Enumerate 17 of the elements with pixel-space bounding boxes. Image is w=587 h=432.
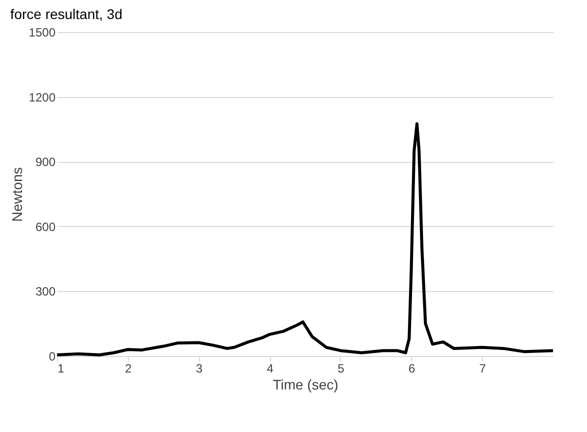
x-tick-label: 5 xyxy=(338,362,345,376)
line-series xyxy=(56,122,554,356)
y-tick-label: 300 xyxy=(35,284,56,299)
y-tick-label: 1500 xyxy=(28,26,56,40)
y-axis-title: Newtons xyxy=(8,167,25,222)
x-axis-title: Time (sec) xyxy=(272,376,338,392)
y-tick-label: 600 xyxy=(35,220,56,234)
x-tick-label: 7 xyxy=(479,362,486,376)
x-tick-label: 3 xyxy=(196,362,203,376)
y-tick-label: 1200 xyxy=(28,90,56,104)
x-tick-label: 1 xyxy=(58,362,64,376)
x-tick-label: 4 xyxy=(266,362,274,376)
y-tick-label: 900 xyxy=(35,155,56,170)
x-tick-label: 6 xyxy=(408,362,416,376)
chart-title: force resultant, 3d xyxy=(10,6,122,22)
x-tick-label: 2 xyxy=(125,362,132,376)
y-tick-label: 0 xyxy=(48,350,56,364)
